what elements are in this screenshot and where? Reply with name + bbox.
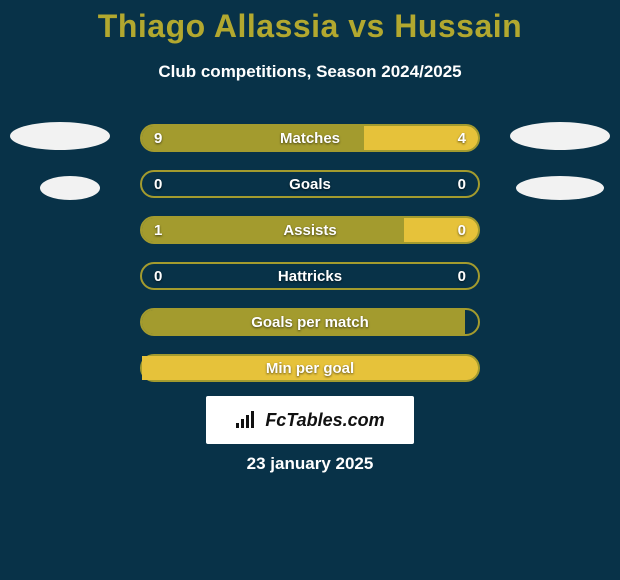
stat-value-right: 4 bbox=[458, 130, 466, 147]
stat-row: Assists 1 0 bbox=[140, 216, 480, 244]
stat-cap-right bbox=[464, 356, 478, 380]
stat-row: Matches 9 4 bbox=[140, 124, 480, 152]
stat-label: Assists bbox=[283, 222, 336, 239]
comparison-infographic: Thiago Allassia vs Hussain Club competit… bbox=[0, 0, 620, 580]
stat-value-right: 0 bbox=[458, 176, 466, 193]
player-right-photo-1 bbox=[510, 122, 610, 150]
stat-label: Matches bbox=[280, 130, 340, 147]
stat-value-right: 0 bbox=[458, 268, 466, 285]
stat-value-left: 0 bbox=[154, 268, 162, 285]
player-right-photo-2 bbox=[516, 176, 604, 200]
stat-label: Hattricks bbox=[278, 268, 342, 285]
page-title: Thiago Allassia vs Hussain bbox=[0, 8, 620, 45]
stat-label: Min per goal bbox=[266, 360, 354, 377]
branding-badge: FcTables.com bbox=[206, 396, 414, 444]
stat-row: Goals 0 0 bbox=[140, 170, 480, 198]
stat-fill-left bbox=[142, 218, 404, 242]
stat-cap-left bbox=[142, 310, 156, 334]
stat-row: Hattricks 0 0 bbox=[140, 262, 480, 290]
player-left-photo-1 bbox=[10, 122, 110, 150]
stat-cap-right bbox=[464, 218, 478, 242]
stat-value-left: 1 bbox=[154, 222, 162, 239]
stat-value-left: 0 bbox=[154, 176, 162, 193]
stat-value-left: 9 bbox=[154, 130, 162, 147]
stat-row: Goals per match bbox=[140, 308, 480, 336]
player-left-photo-2 bbox=[40, 176, 100, 200]
stat-label: Goals bbox=[289, 176, 331, 193]
fctables-icon bbox=[235, 411, 259, 429]
subtitle: Club competitions, Season 2024/2025 bbox=[0, 62, 620, 82]
stat-row: Min per goal bbox=[140, 354, 480, 382]
stat-label: Goals per match bbox=[251, 314, 369, 331]
stat-value-right: 0 bbox=[458, 222, 466, 239]
branding-text: FcTables.com bbox=[265, 410, 384, 431]
datestamp: 23 january 2025 bbox=[0, 454, 620, 474]
stat-cap-right bbox=[464, 126, 478, 150]
